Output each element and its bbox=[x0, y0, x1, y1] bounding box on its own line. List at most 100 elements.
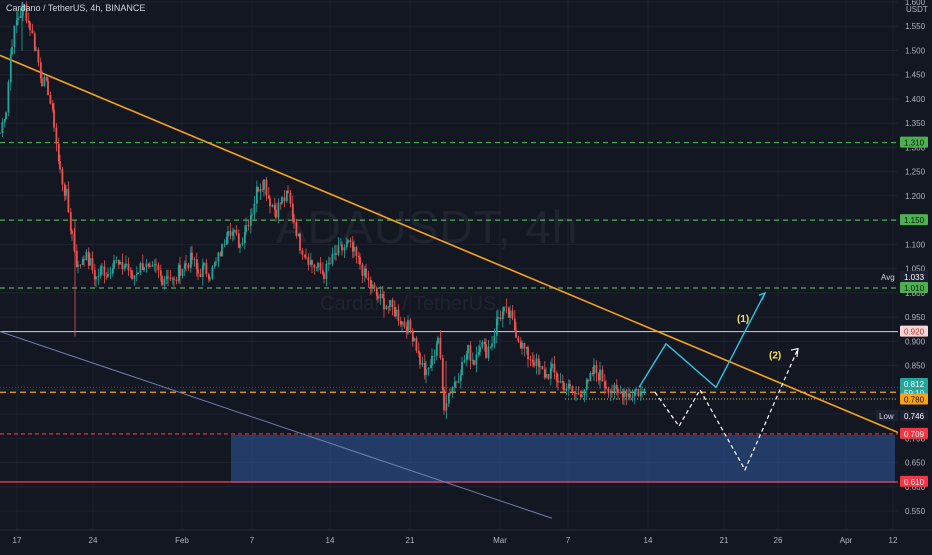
candle-body bbox=[285, 190, 288, 202]
time-tick: 14 bbox=[644, 536, 653, 545]
candle-body bbox=[95, 276, 97, 280]
candle-body bbox=[513, 318, 516, 331]
candle-body bbox=[235, 229, 238, 234]
candle-body bbox=[255, 186, 258, 204]
level-badge-bg bbox=[900, 427, 928, 439]
candle-body bbox=[271, 204, 274, 207]
candle-body bbox=[627, 393, 630, 397]
candle-body bbox=[549, 368, 552, 379]
price-tick: 1.050 bbox=[905, 265, 926, 274]
candle-body bbox=[617, 389, 619, 393]
time-tick: Mar bbox=[493, 536, 507, 545]
grid bbox=[0, 0, 898, 530]
candle-body bbox=[181, 268, 184, 276]
candle-body bbox=[447, 392, 450, 404]
candle-body bbox=[53, 109, 55, 128]
candle-body bbox=[301, 250, 304, 255]
candle-body bbox=[175, 279, 178, 281]
candle-body bbox=[9, 54, 12, 83]
candle-body bbox=[545, 374, 547, 378]
price-tick: 1.200 bbox=[905, 192, 926, 201]
candle-body bbox=[1, 122, 4, 134]
candle-body bbox=[587, 379, 589, 382]
candle-body bbox=[291, 203, 294, 219]
candle-body bbox=[551, 363, 553, 369]
candle-body bbox=[407, 320, 409, 333]
candle-body bbox=[599, 369, 601, 381]
candle-body bbox=[345, 242, 348, 248]
candle-body bbox=[559, 381, 562, 383]
candle-body bbox=[45, 77, 48, 81]
level-badge: 1.010 bbox=[904, 284, 925, 293]
candle-body bbox=[497, 317, 499, 319]
candle-body bbox=[143, 267, 145, 271]
candle-body bbox=[269, 198, 271, 207]
candle-body bbox=[243, 232, 246, 244]
annotation-1: (1) bbox=[737, 314, 749, 325]
countdown: 59:10 bbox=[904, 389, 925, 398]
candle-body bbox=[515, 330, 517, 338]
candle-body bbox=[375, 287, 378, 296]
candle-body bbox=[43, 77, 46, 87]
candle-body bbox=[477, 352, 480, 355]
candle-body bbox=[385, 306, 388, 310]
candle-body bbox=[429, 365, 432, 369]
candle-body bbox=[483, 341, 486, 344]
countdown-bg bbox=[900, 388, 928, 398]
candle-body bbox=[105, 275, 108, 277]
candle-body bbox=[577, 393, 580, 395]
level-badge-bg bbox=[900, 136, 928, 148]
candle-body bbox=[603, 381, 606, 387]
candle-body bbox=[579, 394, 582, 397]
candle-body bbox=[169, 277, 172, 279]
price-tick: 0.600 bbox=[905, 483, 926, 492]
candle-body bbox=[259, 189, 262, 192]
candle-body bbox=[213, 262, 216, 267]
candle-body bbox=[275, 209, 277, 218]
candle-body bbox=[65, 188, 67, 196]
arrow-up-icon bbox=[790, 347, 799, 357]
candle-body bbox=[141, 263, 144, 271]
candle-body bbox=[335, 253, 337, 255]
candle-body bbox=[369, 279, 372, 288]
candle-body bbox=[619, 392, 622, 393]
candle-body bbox=[71, 230, 73, 235]
candle-body bbox=[321, 270, 324, 274]
candle-body bbox=[27, 20, 30, 23]
candle-body bbox=[147, 263, 150, 267]
candle-body bbox=[557, 380, 559, 383]
annotation-2: (2) bbox=[769, 350, 781, 361]
candle-body bbox=[529, 359, 532, 360]
candle-body bbox=[307, 256, 310, 265]
candle-body bbox=[609, 390, 612, 394]
candle-body bbox=[123, 265, 126, 270]
candle-body bbox=[639, 392, 642, 396]
candle-body bbox=[193, 259, 196, 261]
candle-body bbox=[455, 381, 457, 383]
candle-body bbox=[469, 345, 472, 361]
price-tick: 0.900 bbox=[905, 337, 926, 346]
candle-body bbox=[305, 256, 307, 258]
candle-body bbox=[353, 246, 355, 252]
candle-body bbox=[149, 266, 151, 268]
candle-body bbox=[225, 236, 228, 245]
candle-body bbox=[233, 229, 235, 233]
candle-body bbox=[461, 362, 463, 375]
candle-body bbox=[351, 242, 354, 252]
watermark-symbol: ADAUSDT, 4h bbox=[276, 201, 579, 253]
candle-body bbox=[13, 25, 16, 47]
candle-body bbox=[251, 214, 253, 216]
candle-body bbox=[597, 373, 600, 381]
candle-body bbox=[537, 358, 540, 367]
candle-body bbox=[425, 369, 427, 376]
candle-body bbox=[421, 363, 424, 365]
time-axis[interactable]: 17 24 Feb 7 14 21 Mar 7 14 21 26 Apr 12 bbox=[0, 529, 932, 545]
candle-body bbox=[173, 278, 175, 280]
candle-body bbox=[145, 263, 148, 268]
candle-body bbox=[337, 245, 340, 255]
candle-body bbox=[621, 392, 624, 398]
price-badges: 1.3101.1501.0100.9200.7950.7090.6100.812… bbox=[876, 136, 928, 487]
current-price-badge-bg bbox=[900, 377, 928, 389]
